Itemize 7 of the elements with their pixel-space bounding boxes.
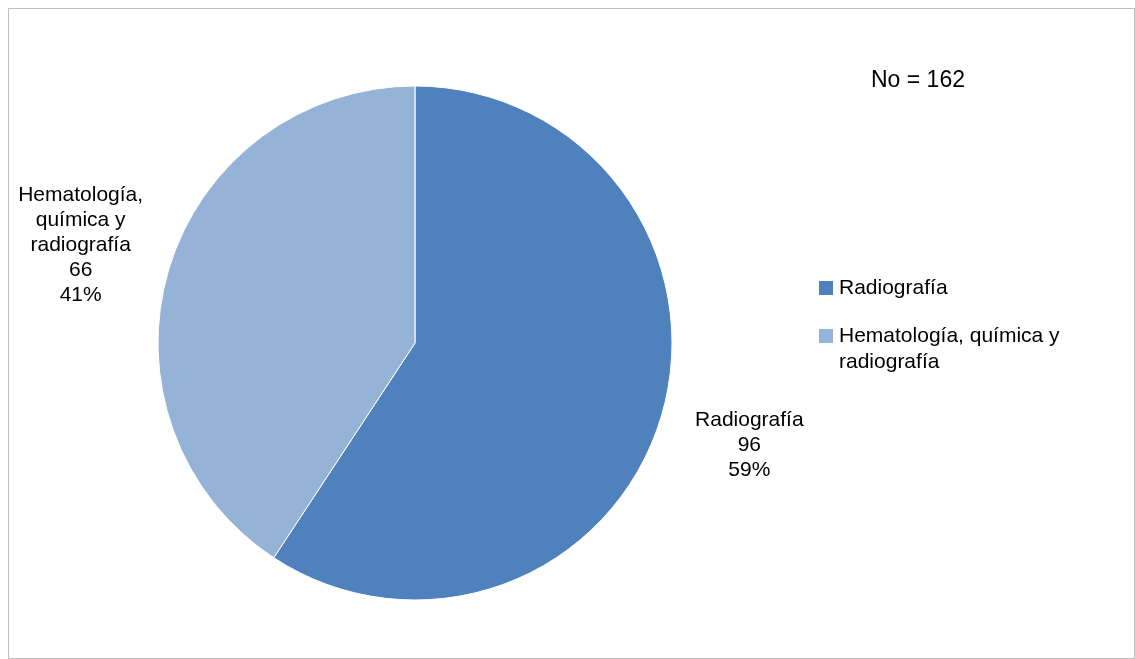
- legend-label: Radiografía: [839, 274, 948, 300]
- data-label: 66 41%: [59, 256, 102, 305]
- text: No = 162: [871, 66, 965, 93]
- data-label: 96 59%: [728, 431, 771, 480]
- slice-label: Radiografía: [695, 406, 804, 430]
- slice-label: Hematología, química y radiografía: [18, 181, 144, 255]
- legend-label: Hematología, química y radiografía: [839, 322, 1061, 374]
